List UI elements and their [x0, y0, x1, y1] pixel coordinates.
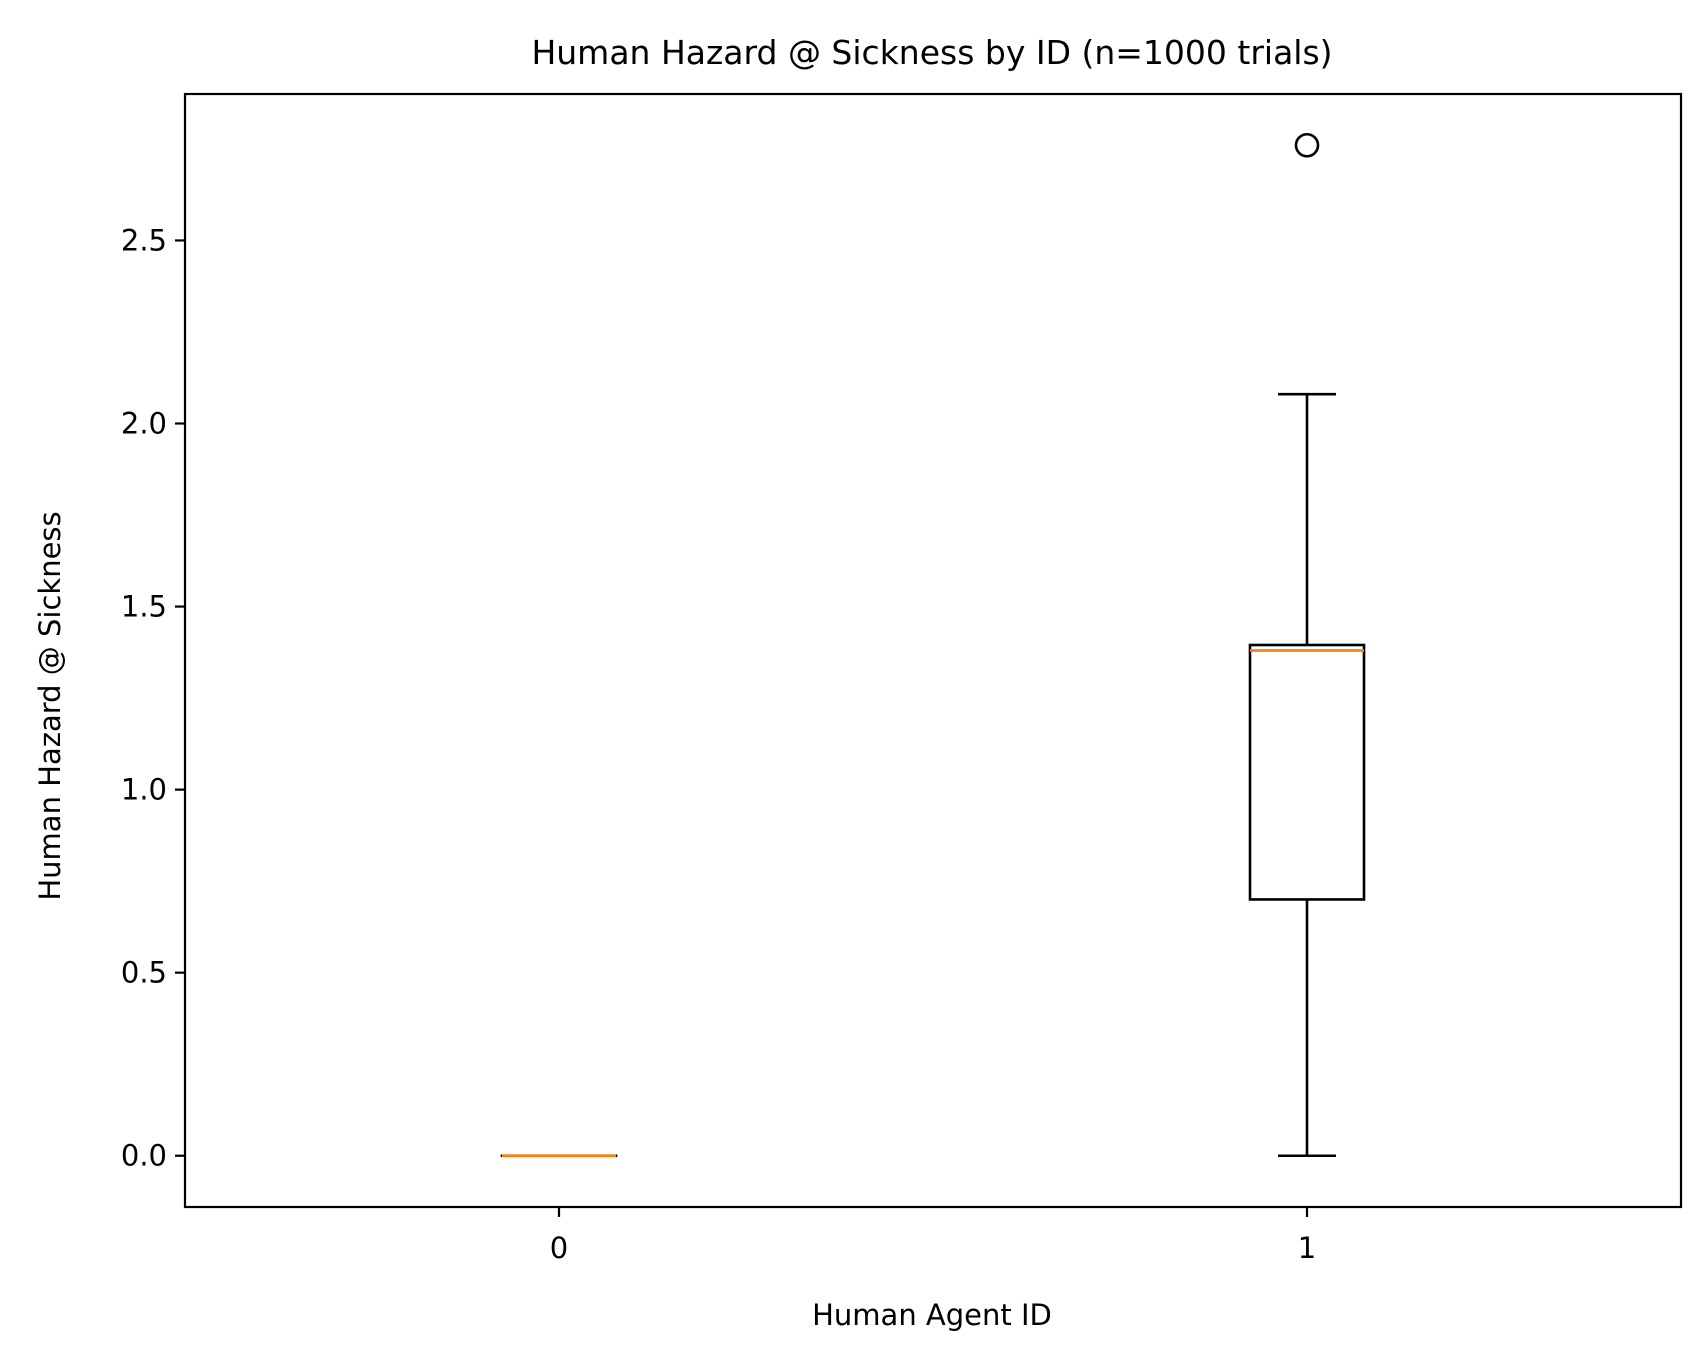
- x-axis-label: Human Agent ID: [812, 1298, 1052, 1332]
- y-tick-label: 2.5: [121, 223, 167, 257]
- y-tick-label: 1.5: [121, 590, 167, 624]
- plot-frame: [183, 92, 1683, 1209]
- y-tick-label: 1.0: [121, 773, 167, 807]
- y-axis-label: Human Hazard @ Sickness: [33, 511, 67, 900]
- y-tick-label: 0.0: [121, 1139, 167, 1173]
- y-tick-label: 0.5: [121, 956, 167, 990]
- outlier-point: [1294, 132, 1320, 158]
- x-tick-label: 1: [1298, 1231, 1316, 1265]
- plot-area: 0.0 0.5 1.0 1.5 2.0 2.5 0 1: [121, 92, 1683, 1265]
- box-iqr: [1248, 643, 1366, 901]
- chart-title: Human Hazard @ Sickness by ID (n=1000 tr…: [531, 33, 1332, 72]
- x-tick-label: 0: [550, 1231, 568, 1265]
- y-tick-label: 2.0: [121, 407, 167, 441]
